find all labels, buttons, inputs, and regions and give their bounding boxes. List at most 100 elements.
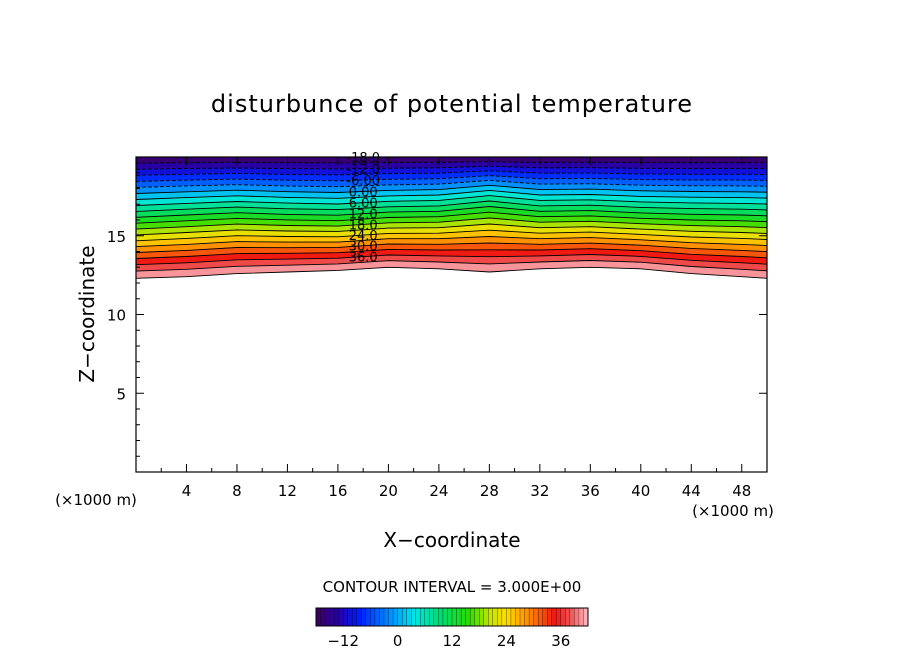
x-tick-label: 20: [379, 482, 398, 500]
colorbar-swatch: [338, 607, 344, 627]
y-tick-label: 10: [107, 307, 126, 325]
colorbar-swatch: [442, 607, 448, 627]
contour-labels: -18.0-12.0-6.000.006.0012.018.024.030.03…: [346, 151, 380, 266]
colorbar-swatch: [460, 607, 467, 627]
contour-line: [135, 242, 768, 253]
contour-line: [135, 184, 768, 194]
contour-line: [135, 200, 768, 212]
contour-line: [135, 254, 768, 266]
x-unit-label: (×1000 m): [692, 502, 774, 520]
contour-line: [135, 165, 768, 170]
colorbar-swatch: [324, 607, 331, 627]
colorbar-swatch: [501, 607, 507, 627]
x-tick-label: 40: [631, 482, 650, 500]
colorbar-swatch: [474, 607, 480, 627]
contour-label: -6.00: [346, 174, 380, 189]
colorbar-swatch: [352, 607, 358, 627]
colorbar-swatch: [547, 607, 553, 627]
colorbar-swatch: [392, 607, 399, 627]
colorbar-swatch: [497, 607, 503, 627]
colorbar-swatch: [537, 607, 544, 627]
contour-interval-text: CONTOUR INTERVAL = 3.000E+00: [323, 578, 582, 596]
colorbar-swatch: [374, 607, 380, 627]
colorbar-swatch: [333, 607, 340, 627]
y-tick-label: 5: [116, 385, 126, 403]
x-axis-label: X−coordinate: [383, 528, 520, 552]
contour-line: [135, 236, 768, 248]
contour-label: -12.0: [346, 163, 380, 178]
colorbar-swatch: [361, 607, 367, 627]
colorbar-swatch: [510, 607, 516, 627]
colorbar-swatch: [433, 607, 439, 627]
colorbar-swatch: [542, 607, 548, 627]
colorbar-swatch: [574, 607, 580, 627]
colorbar-swatch: [528, 607, 535, 627]
x-axis-ticks: 4 8 12 16 20 24 28 32 36 40 44 48: [160, 157, 751, 500]
contour-line: [135, 248, 768, 259]
colorbar-swatch: [551, 607, 557, 627]
x-tick-label: 4: [182, 482, 192, 500]
colorbar-swatch: [424, 607, 430, 627]
colorbar-frame: [315, 607, 589, 627]
y-tick-label: 15: [107, 228, 126, 246]
contour-line: [135, 223, 768, 236]
colorbar-ticks: −12 0 12 24 36: [327, 632, 570, 650]
contour-lines: [135, 156, 768, 279]
colorbar-swatch: [506, 607, 512, 627]
colorbar-swatch: [456, 607, 462, 627]
contour-label: 24.0: [349, 229, 378, 244]
contour-line: [135, 195, 768, 206]
contour-label: 18.0: [349, 218, 378, 233]
contour-label: 0.00: [349, 186, 378, 201]
colorbar: [315, 607, 589, 627]
colorbar-swatch: [397, 607, 403, 627]
contour-line: [135, 229, 768, 242]
x-tick-label: 32: [530, 482, 549, 500]
colorbar-swatch: [429, 607, 435, 627]
colorbar-swatch: [315, 607, 321, 627]
chart-title: disturbunce of potential temperature: [211, 90, 693, 118]
x-tick-label: 12: [278, 482, 297, 500]
colorbar-swatch: [438, 607, 444, 627]
colorbar-swatch: [447, 607, 453, 627]
x-tick-label: 48: [732, 482, 751, 500]
colorbar-tick-label: −12: [327, 632, 359, 650]
colorbar-swatch: [578, 607, 584, 627]
colorbar-swatch: [383, 607, 389, 627]
contour-line: [135, 211, 768, 224]
x-tick-label: 24: [429, 482, 448, 500]
colorbar-swatch: [320, 607, 326, 627]
colorbar-swatch: [556, 607, 562, 627]
contour-line: [135, 170, 768, 176]
colorbar-swatch: [483, 607, 489, 627]
contour-line: [135, 217, 768, 230]
z-unit-label: (×1000 m): [55, 491, 137, 509]
colorbar-tick-label: 24: [497, 632, 516, 650]
colorbar-swatch: [356, 607, 362, 627]
colorbar-swatch: [420, 607, 426, 627]
contour-line: [135, 161, 767, 164]
x-tick-label: 28: [480, 482, 499, 500]
colorbar-swatch: [465, 607, 471, 627]
colorbar-swatch: [515, 607, 521, 627]
colorbar-swatch: [524, 607, 530, 627]
colorbar-swatch: [411, 607, 417, 627]
colorbar-swatch: [415, 607, 421, 627]
colorbar-swatch: [469, 607, 476, 627]
colorbar-swatch: [347, 607, 353, 627]
y-axis-ticks: 5 10 15: [107, 172, 767, 457]
y-axis-label: Z−coordinate: [75, 245, 99, 382]
contour-line: [135, 179, 768, 188]
colorbar-swatch: [329, 607, 335, 627]
contour-line: [135, 175, 768, 182]
colorbar-swatch: [565, 607, 571, 627]
contour-line: [135, 189, 768, 200]
colorbar-swatch: [488, 607, 494, 627]
colorbar-swatch: [370, 607, 376, 627]
contour-label: -18.0: [346, 151, 380, 166]
contour-label: 12.0: [349, 208, 378, 223]
colorbar-tick-label: 12: [442, 632, 461, 650]
x-tick-label: 44: [682, 482, 701, 500]
colorbar-swatch: [401, 607, 408, 627]
x-tick-label: 36: [581, 482, 600, 500]
